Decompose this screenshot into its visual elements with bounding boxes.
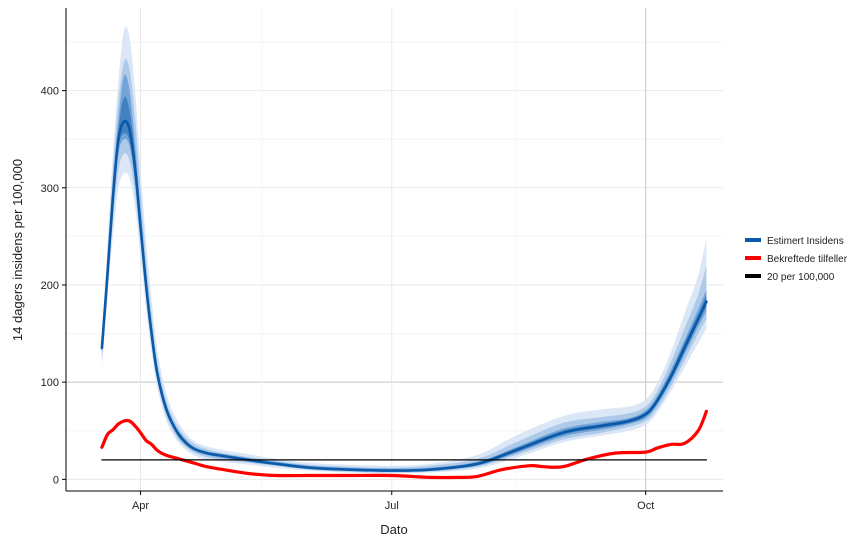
line-confirmed-cases <box>100 409 708 480</box>
legend-label: 20 per 100,000 <box>767 272 835 283</box>
confidence-bands <box>101 26 707 474</box>
y-tick-label: 100 <box>41 377 59 389</box>
x-tick-label: Oct <box>637 500 654 512</box>
y-tick-label: 400 <box>41 86 59 98</box>
y-tick-label: 200 <box>41 280 59 292</box>
line-estimated-incidence <box>100 119 708 472</box>
legend: Estimert Insidens Bekreftede tilfeller 20 … <box>745 236 848 283</box>
band-outermost <box>101 26 707 474</box>
series-lines <box>100 119 708 480</box>
legend-label: Estimert Insidens <box>767 236 844 247</box>
legend-label: Bekreftede tilfeller <box>767 254 848 265</box>
y-axis-title: 14 dagers insidens per 100,000 <box>10 159 25 341</box>
y-tick-label: 300 <box>41 183 59 195</box>
x-tick-label: Jul <box>385 500 399 512</box>
x-tick-label: Apr <box>132 500 149 512</box>
y-tick-label: 0 <box>53 474 59 486</box>
axes: 0 100 200 300 400 Apr Jul Oct <box>41 8 723 512</box>
x-axis-title: Dato <box>380 522 407 537</box>
